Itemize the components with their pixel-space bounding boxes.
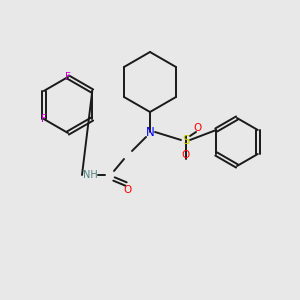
Text: O: O (124, 185, 132, 195)
Text: O: O (182, 150, 190, 160)
Text: NH: NH (82, 170, 98, 180)
Text: S: S (182, 134, 190, 146)
Text: F: F (65, 72, 71, 82)
Text: F: F (41, 114, 47, 124)
Text: N: N (146, 125, 154, 139)
Text: O: O (194, 123, 202, 133)
